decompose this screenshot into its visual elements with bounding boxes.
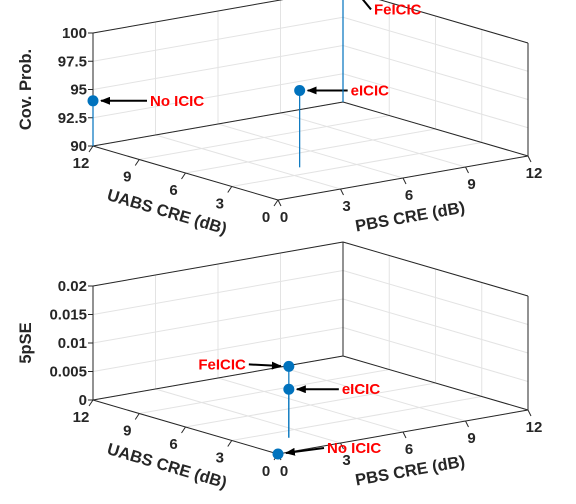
axes-box-edge bbox=[92, 101, 344, 147]
y-axis-label: UABS CRE (dB) bbox=[105, 440, 229, 492]
side-wall-gridline bbox=[342, 327, 529, 382]
axes-box-edge bbox=[92, 0, 284, 34]
y-tick-mark bbox=[88, 145, 94, 153]
z-axis-label: 5pSE bbox=[17, 322, 35, 363]
y-tick-mark bbox=[88, 399, 94, 407]
annotation-feicic: FeICIC bbox=[374, 1, 422, 18]
x-tick-label: 9 bbox=[467, 430, 475, 447]
z-tick-label: 0.01 bbox=[58, 335, 87, 352]
y-tick-label: 9 bbox=[123, 169, 131, 186]
y-axis-label: UABS CRE (dB) bbox=[105, 186, 229, 238]
x-tick-label: 6 bbox=[405, 187, 413, 204]
z-tick-label: 0.005 bbox=[49, 364, 87, 381]
z-tick-label: 90 bbox=[70, 138, 87, 155]
y-tick-label: 9 bbox=[123, 423, 131, 440]
y-tick-label: 3 bbox=[216, 450, 224, 467]
z-tick-label: 0 bbox=[79, 392, 87, 409]
annotation-no-icic: No ICIC bbox=[327, 440, 381, 457]
x-tick-mark bbox=[277, 199, 282, 207]
x-tick-label: 12 bbox=[526, 165, 543, 182]
x-tick-mark bbox=[402, 431, 407, 439]
x-tick-label: 3 bbox=[342, 198, 350, 215]
y-tick-label: 6 bbox=[169, 436, 177, 453]
y-tick-mark bbox=[181, 426, 186, 434]
y-tick-label: 12 bbox=[73, 409, 90, 426]
axes-box-edge bbox=[342, 355, 529, 411]
axes-box-edge bbox=[378, 0, 529, 44]
annotation-eicic: eICIC bbox=[351, 82, 390, 99]
x-tick-mark bbox=[527, 409, 532, 417]
side-wall-gridline bbox=[342, 45, 529, 100]
axes-box-edge bbox=[92, 355, 344, 401]
x-tick-mark bbox=[340, 442, 344, 450]
x-axis-label: PBS CRE (dB) bbox=[354, 453, 466, 490]
z-tick-label: 100 bbox=[62, 25, 87, 42]
z-axis-label: Cov. Prob. bbox=[17, 49, 35, 130]
z-tick-label: 92.5 bbox=[58, 110, 87, 127]
arrow-feicic bbox=[248, 361, 282, 370]
side-wall-gridline bbox=[342, 298, 529, 354]
y-tick-label: 0 bbox=[262, 209, 270, 226]
back-wall-gridline bbox=[92, 298, 344, 344]
axes-box-edge bbox=[342, 101, 529, 157]
y-tick-mark bbox=[181, 172, 186, 180]
x-tick-mark bbox=[402, 177, 407, 185]
annotation-feicic: FeICIC bbox=[198, 356, 246, 373]
x-tick-label: 3 bbox=[342, 452, 350, 469]
back-wall-gridline bbox=[92, 73, 344, 119]
floor-gridline bbox=[185, 128, 436, 174]
back-wall-gridline bbox=[92, 327, 344, 372]
y-tick-mark bbox=[273, 199, 279, 207]
x-tick-label: 0 bbox=[280, 463, 288, 480]
y-tick-mark bbox=[134, 413, 140, 420]
floor-gridline bbox=[185, 382, 436, 428]
back-wall-gridline bbox=[92, 16, 344, 62]
z-tick-label: 97.5 bbox=[58, 53, 87, 70]
arrow-feicic bbox=[361, 0, 372, 11]
x-tick-label: 6 bbox=[405, 441, 413, 458]
z-tick-label: 0.02 bbox=[58, 278, 87, 295]
annotation-no-icic: No ICIC bbox=[150, 93, 204, 110]
floor-gridline bbox=[139, 369, 390, 414]
x-tick-mark bbox=[465, 166, 469, 174]
back-wall-gridline bbox=[92, 45, 344, 90]
side-wall-gridline bbox=[342, 73, 529, 129]
x-tick-mark bbox=[527, 155, 532, 163]
x-tick-label: 0 bbox=[280, 209, 288, 226]
x-axis-label: PBS CRE (dB) bbox=[354, 199, 466, 236]
y-tick-label: 12 bbox=[73, 155, 90, 172]
annotation-eicic: eICIC bbox=[342, 381, 381, 398]
floor-gridline bbox=[231, 142, 482, 187]
y-tick-label: 0 bbox=[262, 463, 270, 480]
side-wall-gridline bbox=[342, 270, 529, 325]
x-tick-label: 12 bbox=[526, 419, 543, 436]
x-tick-mark bbox=[340, 188, 344, 196]
marker-no-icic bbox=[87, 95, 99, 107]
floor-gridline bbox=[231, 396, 482, 441]
y-tick-label: 6 bbox=[169, 182, 177, 199]
marker-feicic bbox=[283, 360, 295, 372]
y-tick-label: 3 bbox=[216, 196, 224, 213]
side-wall-gridline bbox=[342, 16, 529, 72]
axes-box-edge bbox=[342, 241, 529, 297]
z-tick-label: 0.015 bbox=[49, 307, 87, 324]
marker-eicic bbox=[294, 84, 306, 96]
axes-box-edge bbox=[92, 241, 344, 287]
z-tick-label: 95 bbox=[70, 82, 87, 99]
y-tick-mark bbox=[227, 440, 233, 447]
y-tick-mark bbox=[134, 159, 140, 166]
x-tick-label: 9 bbox=[467, 176, 475, 193]
marker-no-icic bbox=[272, 448, 284, 460]
y-tick-mark bbox=[227, 186, 233, 193]
x-tick-mark bbox=[465, 420, 469, 428]
arrow-no-icic bbox=[284, 447, 325, 456]
back-wall-gridline bbox=[92, 270, 344, 315]
floor-gridline bbox=[139, 115, 390, 160]
